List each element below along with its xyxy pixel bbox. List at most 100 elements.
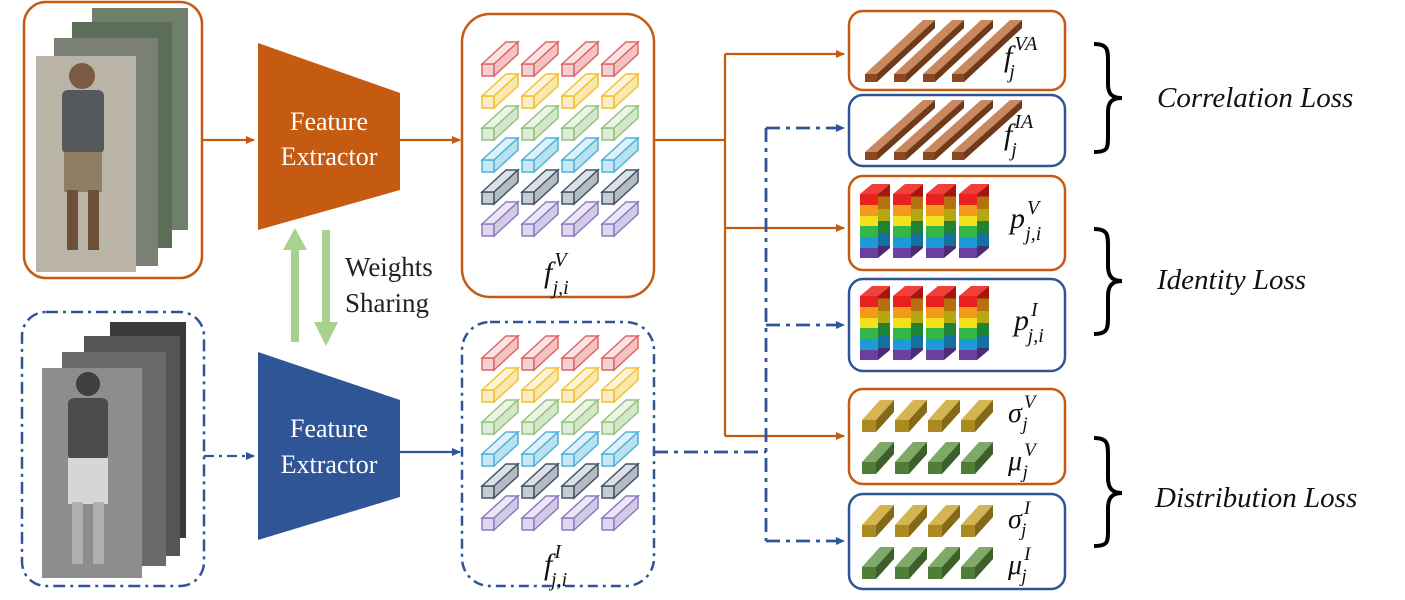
- sigma-v-base: σ: [1008, 398, 1023, 429]
- infrared-feature-cell: [520, 334, 560, 372]
- mu-v-sub: j: [1020, 462, 1028, 483]
- p-i-sub: j,i: [1025, 325, 1044, 347]
- visible-feature-cell: [560, 200, 600, 238]
- mu-i-vector-block: [895, 547, 927, 579]
- sigma-i-vector-block: [928, 505, 960, 537]
- visible-feature-extractor: [258, 43, 400, 230]
- visible-person-shirt: [62, 90, 104, 154]
- visible-person-shorts: [64, 152, 102, 192]
- infrared-feature-cell: [560, 366, 600, 404]
- visible-feature-cell: [560, 104, 600, 142]
- sigma-v-vector-block: [961, 400, 993, 432]
- output-vector-glyphs: [860, 20, 1022, 579]
- sigma-v-vector-block: [895, 400, 927, 432]
- visible-feature-cell: [600, 72, 640, 110]
- sigma-i-sup: I: [1023, 498, 1032, 519]
- visible-extractor-label-line2: Extractor: [281, 142, 378, 171]
- sigma-i-base: σ: [1008, 504, 1023, 535]
- f-va-sup: VA: [1014, 33, 1038, 55]
- f-ia-sub: j: [1008, 139, 1017, 161]
- p-v-probability-block: [959, 184, 989, 258]
- visible-feature-cell: [600, 104, 640, 142]
- identity-loss-label: Identity Loss: [1156, 264, 1306, 296]
- infrared-feature-cell: [600, 462, 640, 500]
- visible-person-leg-left: [67, 190, 78, 250]
- distribution-brace: [1093, 436, 1123, 548]
- visible-extractor-label-line1: Feature: [290, 107, 368, 136]
- sigma-i-vector-block: [895, 505, 927, 537]
- p-v-box: [847, 174, 1067, 272]
- sigma-v-vector-block: [862, 400, 894, 432]
- f-va-box: [847, 9, 1067, 92]
- visible-feature-cell: [520, 136, 560, 174]
- infrared-feature-extractor: [258, 352, 400, 540]
- p-i-sup: I: [1030, 299, 1039, 321]
- infrared-feature-cell: [520, 398, 560, 436]
- infrared-feature-cell: [520, 494, 560, 532]
- visible-branch-connectors: [654, 50, 845, 440]
- infrared-person-leg-left: [72, 502, 83, 564]
- infrared-feature-cell: [560, 398, 600, 436]
- visible-feature-cell: [600, 136, 640, 174]
- visible-feature-cell: [520, 72, 560, 110]
- infrared-person-shirt: [68, 398, 108, 460]
- infrared-feature-cell: [480, 366, 520, 404]
- sigma-mu-i-box: [847, 492, 1067, 591]
- mu-v-vector-block: [862, 442, 894, 474]
- infrared-extractor-label-line2: Extractor: [281, 450, 378, 479]
- infrared-feature-cell: [520, 430, 560, 468]
- infrared-extractor-label-line1: Feature: [290, 414, 368, 443]
- visible-feature-cell: [480, 136, 520, 174]
- f-ia-label: f IA j: [1004, 111, 1034, 161]
- visible-feature-cell: [480, 40, 520, 78]
- infrared-input-frame: [20, 310, 206, 588]
- visible-feature-cell: [520, 40, 560, 78]
- p-i-probability-block: [893, 286, 923, 360]
- infrared-feature-cell: [520, 462, 560, 500]
- weights-sharing-arrows: [283, 228, 338, 346]
- mu-i-vector-block: [961, 547, 993, 579]
- visible-feature-cell: [560, 72, 600, 110]
- infrared-feature-cell: [600, 366, 640, 404]
- visible-feature-map-grid: [480, 40, 640, 238]
- p-i-probability-block: [860, 286, 890, 360]
- f-ia-sup: IA: [1013, 111, 1034, 133]
- p-v-probability-block: [860, 184, 890, 258]
- infrared-feature-cell: [600, 494, 640, 532]
- mu-i-sup: I: [1023, 544, 1032, 565]
- mu-i-vector-block: [928, 547, 960, 579]
- infrared-feature-cell: [520, 366, 560, 404]
- mu-v-sup: V: [1024, 440, 1038, 461]
- infrared-person-head: [76, 372, 100, 396]
- visible-feature-cell: [600, 200, 640, 238]
- f-ia-box: [847, 93, 1067, 168]
- infrared-feature-map-grid: [480, 334, 640, 532]
- visible-feature-cell: [600, 40, 640, 78]
- visible-feature-cell: [480, 72, 520, 110]
- p-i-base: p: [1012, 304, 1029, 337]
- infrared-feature-map-box: [460, 320, 656, 588]
- infrared-feature-cell: [560, 430, 600, 468]
- weights-sharing-label-line1: Weights: [345, 252, 433, 282]
- infrared-feature-cell: [600, 430, 640, 468]
- f-va-vector-bar: [923, 20, 993, 82]
- correlation-brace: [1093, 42, 1123, 154]
- infrared-feature-cell: [560, 334, 600, 372]
- visible-feature-cell: [600, 168, 640, 206]
- infrared-person-leg-right: [93, 502, 104, 564]
- f-va-sub: j: [1006, 61, 1015, 83]
- p-v-probability-block: [893, 184, 923, 258]
- identity-brace: [1093, 227, 1123, 336]
- infrared-feature-cell: [480, 398, 520, 436]
- mu-v-vector-block: [895, 442, 927, 474]
- sigma-v-vector-block: [928, 400, 960, 432]
- p-v-probability-block: [926, 184, 956, 258]
- f-ia-vector-bar: [952, 100, 1022, 160]
- infrared-person-shorts: [68, 458, 108, 504]
- f-ia-vector-bar: [894, 100, 964, 160]
- mu-v-vector-block: [961, 442, 993, 474]
- visible-feature-cell: [520, 200, 560, 238]
